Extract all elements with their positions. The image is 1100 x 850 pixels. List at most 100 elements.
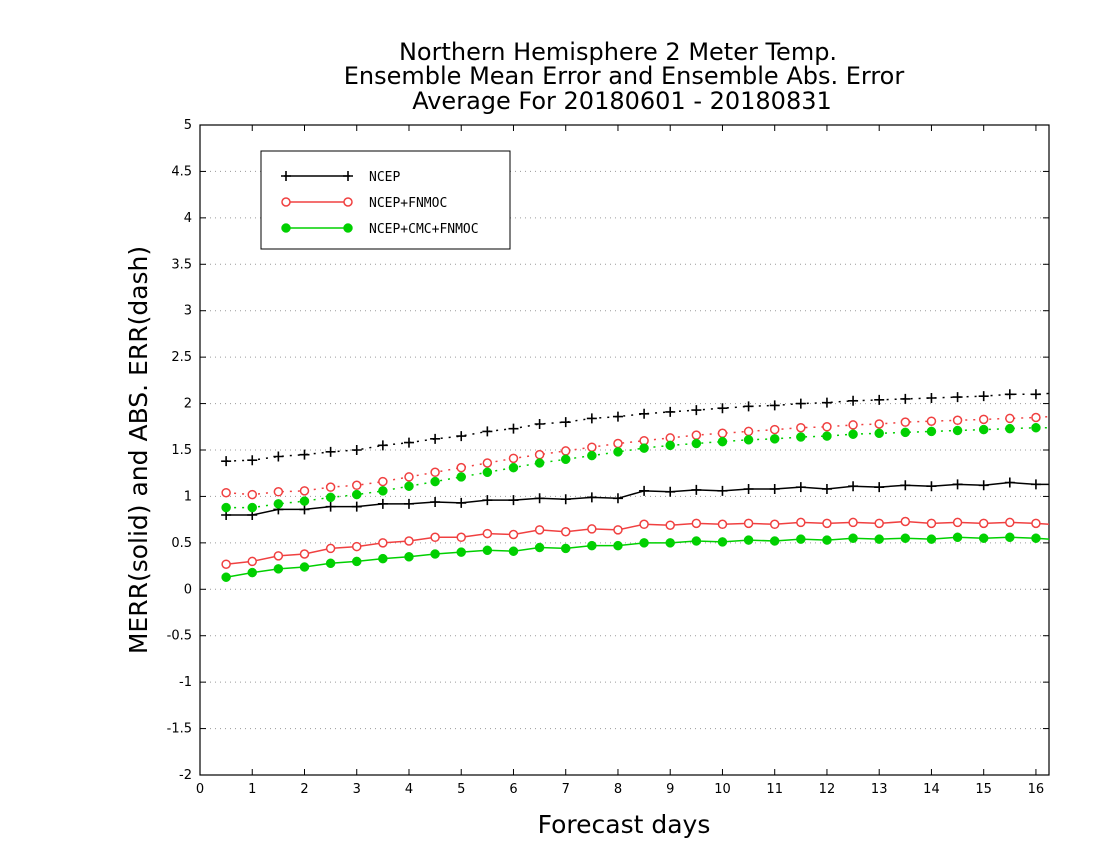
- ncep-cmc-fnmoc-abs-err-point: [430, 476, 440, 487]
- y-tick-label: 4.5: [171, 164, 192, 179]
- ncep-abs-err-point: [821, 397, 832, 408]
- ncep-fnmoc-abs-err-point: [769, 424, 780, 435]
- ncep-cmc-fnmoc-merr-point: [665, 538, 675, 548]
- ncep-merr-point: [482, 495, 493, 506]
- x-tick-label: 14: [923, 782, 940, 797]
- ncep-cmc-fnmoc-merr-point: [613, 540, 623, 551]
- ncep-fnmoc-abs-err-point: [508, 453, 519, 464]
- ncep-cmc-fnmoc-merr-point: [639, 538, 649, 548]
- ncep-fnmoc-merr-point: [900, 516, 911, 527]
- ncep-abs-err-point: [273, 451, 284, 462]
- ncep-cmc-fnmoc-merr-point: [534, 542, 545, 553]
- ncep-cmc-fnmoc-abs-err-point: [769, 434, 780, 444]
- ncep-cmc-fnmoc-merr-point: [404, 552, 414, 562]
- x-tick-label: 13: [871, 782, 888, 797]
- ncep-fnmoc-merr-point: [848, 517, 858, 528]
- ncep-fnmoc-merr-point: [508, 529, 519, 540]
- x-tick-label: 5: [457, 782, 465, 797]
- ncep-cmc-fnmoc-merr-point: [560, 543, 571, 554]
- ncep-cmc-fnmoc-abs-err-point: [456, 472, 466, 482]
- ncep-cmc-fnmoc-abs-err-point: [665, 440, 675, 451]
- ncep-fnmoc-abs-err-point: [848, 420, 858, 430]
- ncep-fnmoc-merr-point: [926, 518, 937, 529]
- ncep-abs-err-point: [351, 445, 362, 455]
- ncep-cmc-fnmoc-merr-point: [247, 567, 257, 578]
- grid: [200, 170, 1049, 730]
- ncep-abs-err-point: [299, 449, 310, 460]
- ncep-cmc-fnmoc-merr-point: [691, 536, 702, 546]
- ncep-fnmoc-merr-point: [299, 549, 310, 559]
- y-tick-label: 4: [184, 211, 192, 226]
- ncep-fnmoc-merr-point: [613, 525, 623, 535]
- x-tick-label: 11: [766, 782, 783, 797]
- legend-marker: [281, 197, 291, 207]
- x-tick-label: 15: [975, 782, 992, 797]
- ncep-merr-point: [691, 484, 702, 495]
- y-tick-label: 5: [184, 118, 192, 133]
- ncep-merr-point: [299, 504, 310, 515]
- ncep-cmc-fnmoc-merr-point: [926, 534, 937, 544]
- ncep-fnmoc-abs-err-point: [247, 489, 257, 500]
- ncep-merr-point: [900, 480, 911, 491]
- ncep-fnmoc-merr-point: [743, 518, 754, 529]
- ncep-abs-err-point: [691, 405, 702, 416]
- x-tick-label: 9: [666, 782, 674, 797]
- legend-marker: [343, 197, 353, 207]
- ncep-cmc-fnmoc-merr-point: [952, 532, 963, 543]
- ncep-abs-err-point: [743, 401, 754, 412]
- ncep-merr-point: [1030, 479, 1041, 490]
- ncep-fnmoc-merr-point: [665, 520, 675, 530]
- ncep-fnmoc-abs-err-point: [900, 417, 911, 427]
- y-tick-label: 2: [184, 397, 192, 412]
- y-axis: -2 -1.5 -1 -0.5 0 0.5 1 1.5 2 2.5 3 3.5 4 4.5 5: [167, 118, 1049, 783]
- ncep-fnmoc-abs-err-point: [378, 476, 388, 487]
- ncep-merr-point: [848, 481, 859, 492]
- ncep-fnmoc-abs-err-point: [351, 480, 362, 491]
- ncep-fnmoc-abs-err-point: [613, 438, 623, 449]
- x-tick-label: 8: [614, 782, 622, 797]
- ncep-abs-err-point: [221, 456, 232, 467]
- y-tick-label: -1.5: [167, 722, 192, 737]
- ncep-fnmoc-abs-err-point: [456, 462, 466, 473]
- ncep-cmc-fnmoc-abs-err-point: [299, 496, 310, 506]
- ncep-abs-err-point: [926, 393, 937, 403]
- ncep-merr-point: [639, 485, 650, 496]
- ncep-fnmoc-merr-point: [221, 559, 231, 569]
- legend-item-ncep-fnmoc: NCEP+FNMOC: [281, 196, 447, 211]
- ncep-fnmoc-merr-point: [796, 517, 806, 528]
- title-line-3: Average For 20180601 - 20180831: [412, 87, 832, 115]
- ncep-fnmoc-abs-err-point: [717, 428, 728, 439]
- ncep-cmc-fnmoc-abs-err-point: [560, 454, 571, 465]
- x-tick-label: 12: [819, 782, 836, 797]
- ncep-abs-err-point: [508, 423, 519, 434]
- ncep-fnmoc-merr-point: [325, 543, 336, 554]
- ncep-fnmoc-merr-point: [978, 518, 989, 529]
- ncep-merr-point: [665, 486, 676, 497]
- ncep-cmc-fnmoc-merr-point: [299, 562, 310, 572]
- ncep-cmc-fnmoc-abs-err-point: [221, 502, 231, 513]
- ncep-fnmoc-merr-point: [822, 518, 832, 529]
- ncep-cmc-fnmoc-merr-point: [848, 533, 858, 543]
- ncep-merr-point: [534, 493, 545, 504]
- legend-label-ncep: NCEP: [369, 170, 400, 185]
- ncep-cmc-fnmoc-abs-err-point: [639, 443, 649, 453]
- ncep-merr-point: [952, 479, 963, 490]
- x-tick-label: 1: [248, 782, 256, 797]
- ncep-abs-err-point: [900, 393, 911, 404]
- ncep-merr-line: [226, 481, 1049, 516]
- ncep-abs-err-point: [325, 446, 336, 457]
- ncep-cmc-fnmoc-abs-err-point: [351, 489, 362, 500]
- ncep-cmc-fnmoc-merr-point: [273, 564, 284, 574]
- ncep-cmc-fnmoc-merr-point: [874, 534, 884, 544]
- ncep-merr-point: [612, 493, 623, 504]
- ncep-fnmoc-abs-err-line: [226, 415, 1050, 496]
- x-tick-label: 6: [509, 782, 517, 797]
- ncep-fnmoc-merr-point: [691, 518, 702, 529]
- ncep-merr-point: [508, 495, 519, 506]
- ncep-cmc-fnmoc-abs-err-point: [1031, 422, 1041, 433]
- x-tick-label: 16: [1028, 782, 1045, 797]
- ncep-fnmoc-abs-err-point: [978, 414, 989, 425]
- ncep-fnmoc-abs-err-point: [743, 426, 754, 437]
- ncep-fnmoc-abs-err-point: [430, 467, 440, 478]
